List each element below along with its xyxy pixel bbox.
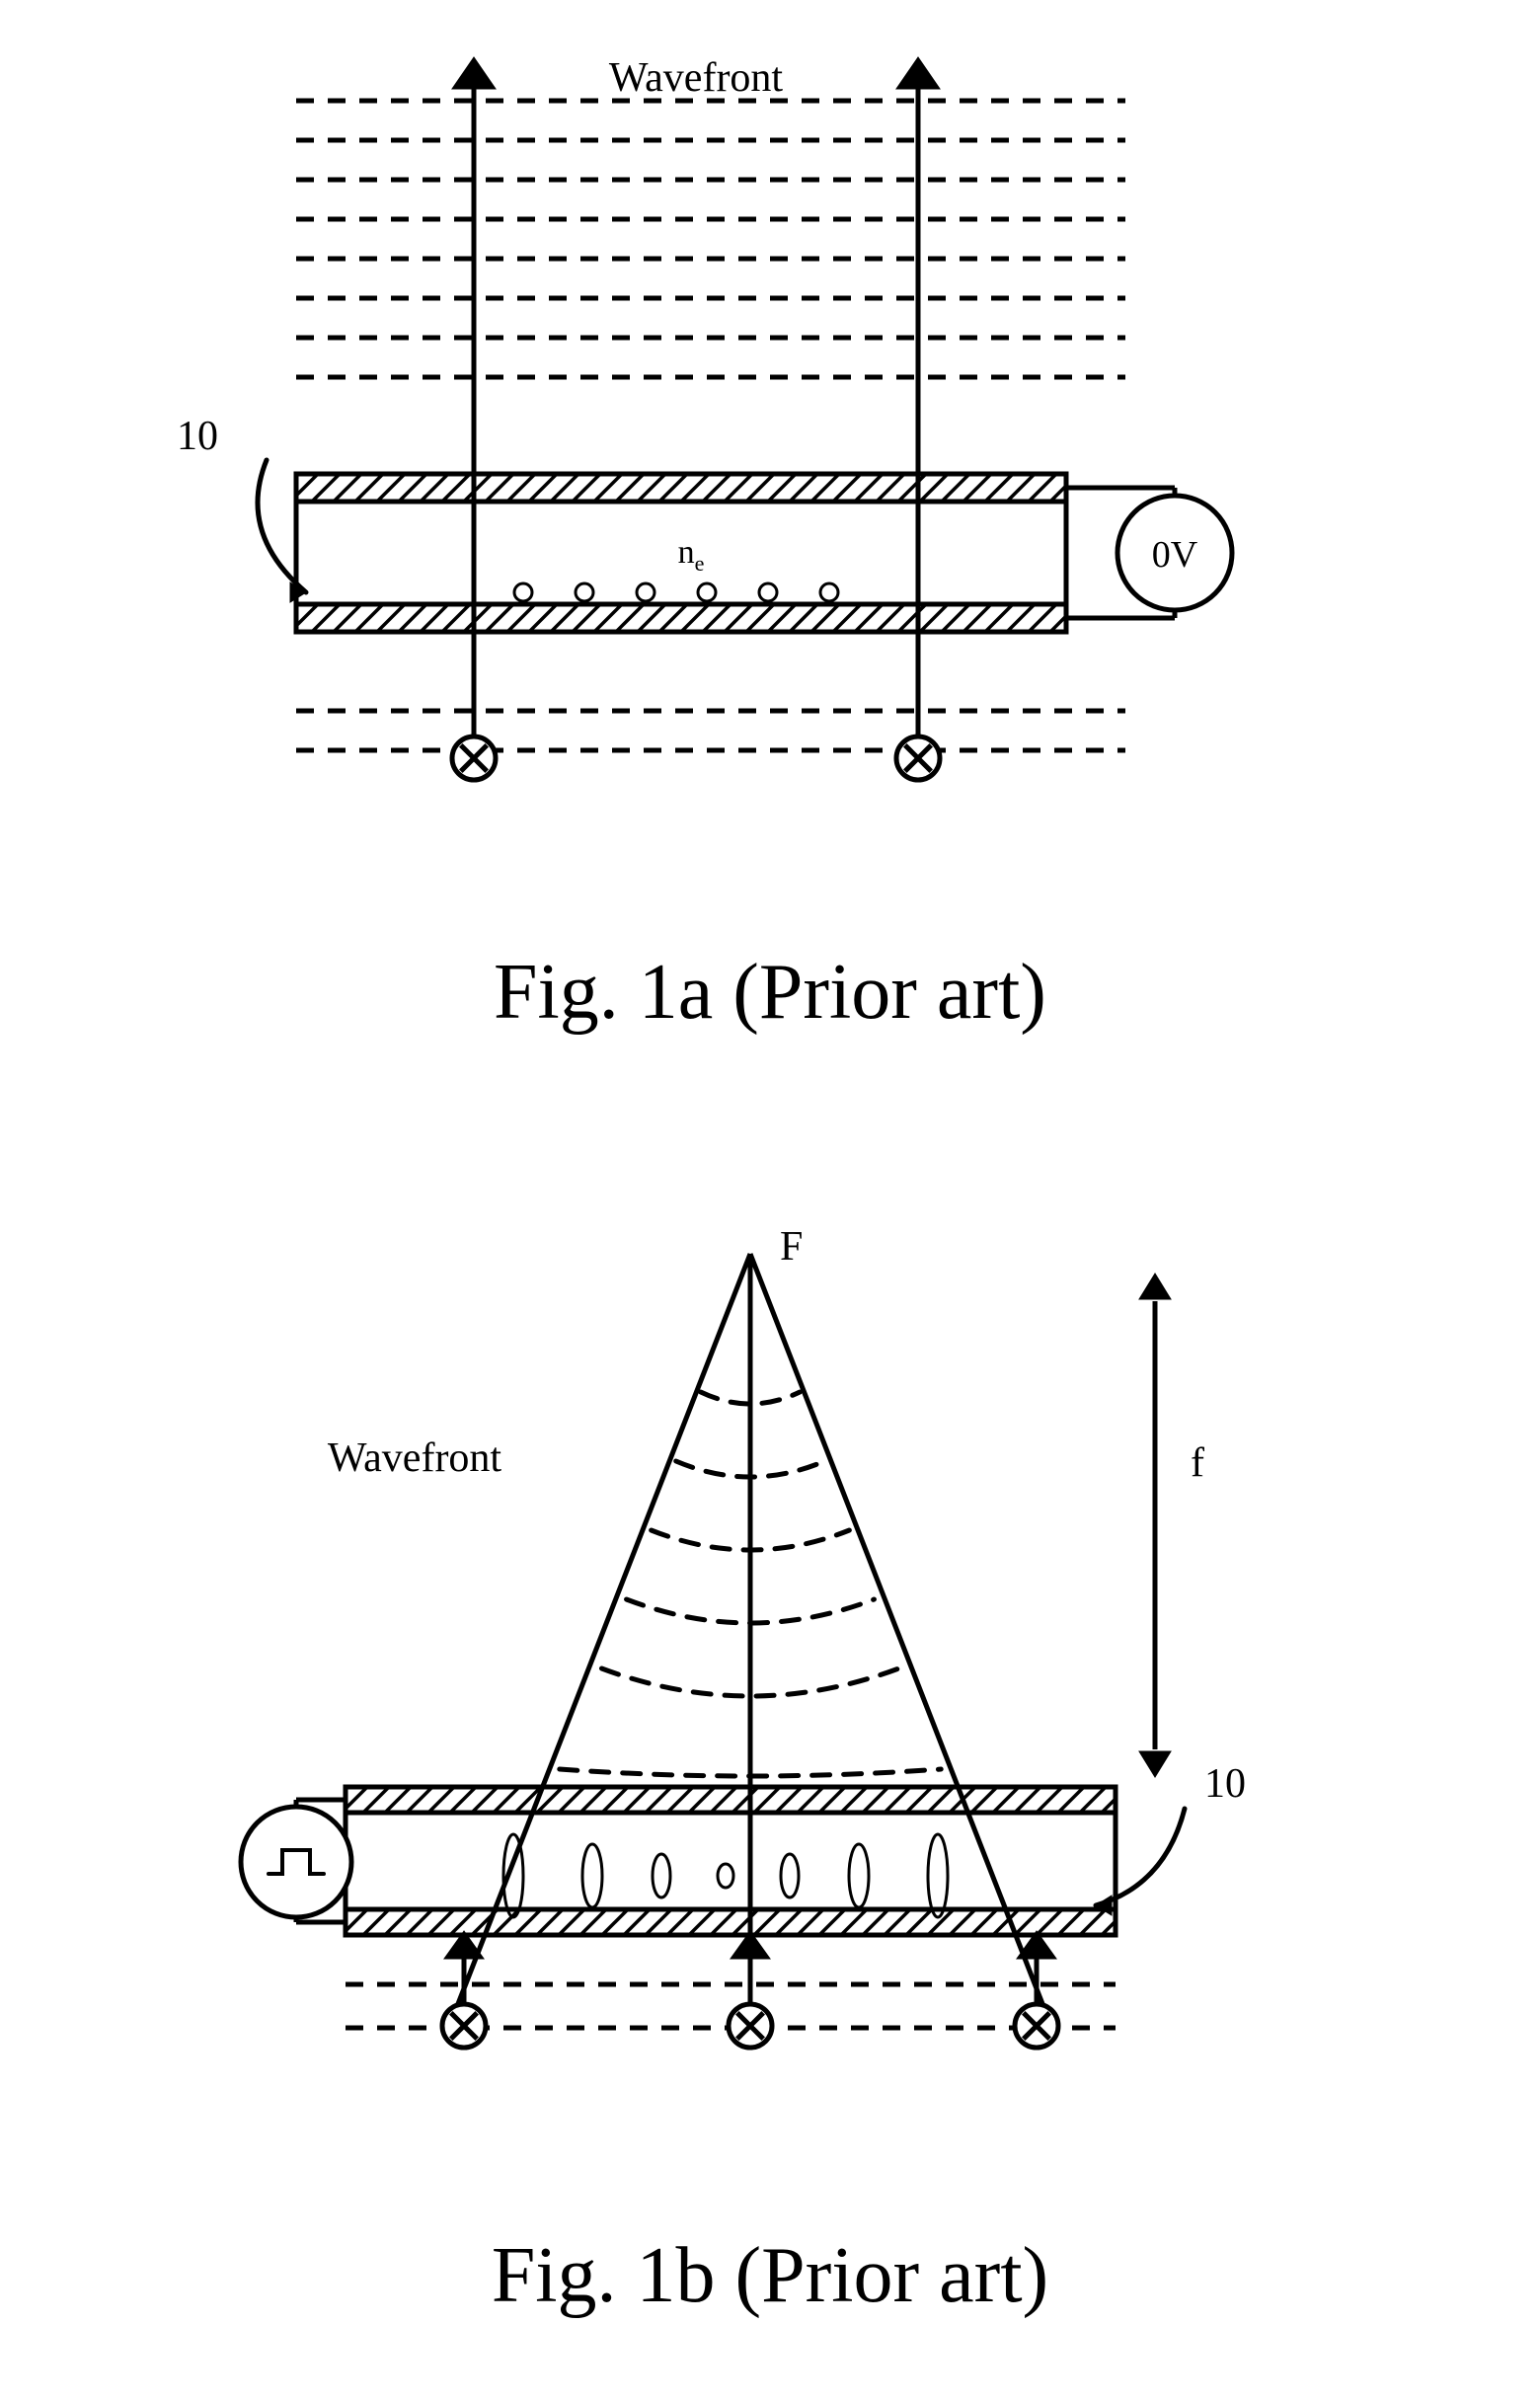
fig-1b-svg: F Wavefront f 10 bbox=[0, 1195, 1540, 2162]
svg-text:10: 10 bbox=[177, 414, 218, 459]
fig-1b-caption: Fig. 1b (Prior art) bbox=[0, 2231, 1540, 2321]
page: 0V10neWavefront Fig. 1a (Prior art) FWav… bbox=[0, 0, 1540, 2401]
svg-text:Wavefront: Wavefront bbox=[328, 1435, 502, 1481]
svg-text:0V: 0V bbox=[1152, 534, 1198, 576]
svg-text:f: f bbox=[1191, 1440, 1204, 1486]
svg-text:F: F bbox=[780, 1224, 803, 1270]
svg-text:10: 10 bbox=[1204, 1761, 1246, 1807]
svg-text:Wavefront: Wavefront bbox=[609, 55, 784, 101]
fig-1a-caption: Fig. 1a (Prior art) bbox=[0, 948, 1540, 1038]
fig-1a-svg: 0V10neWavefront bbox=[0, 39, 1540, 889]
